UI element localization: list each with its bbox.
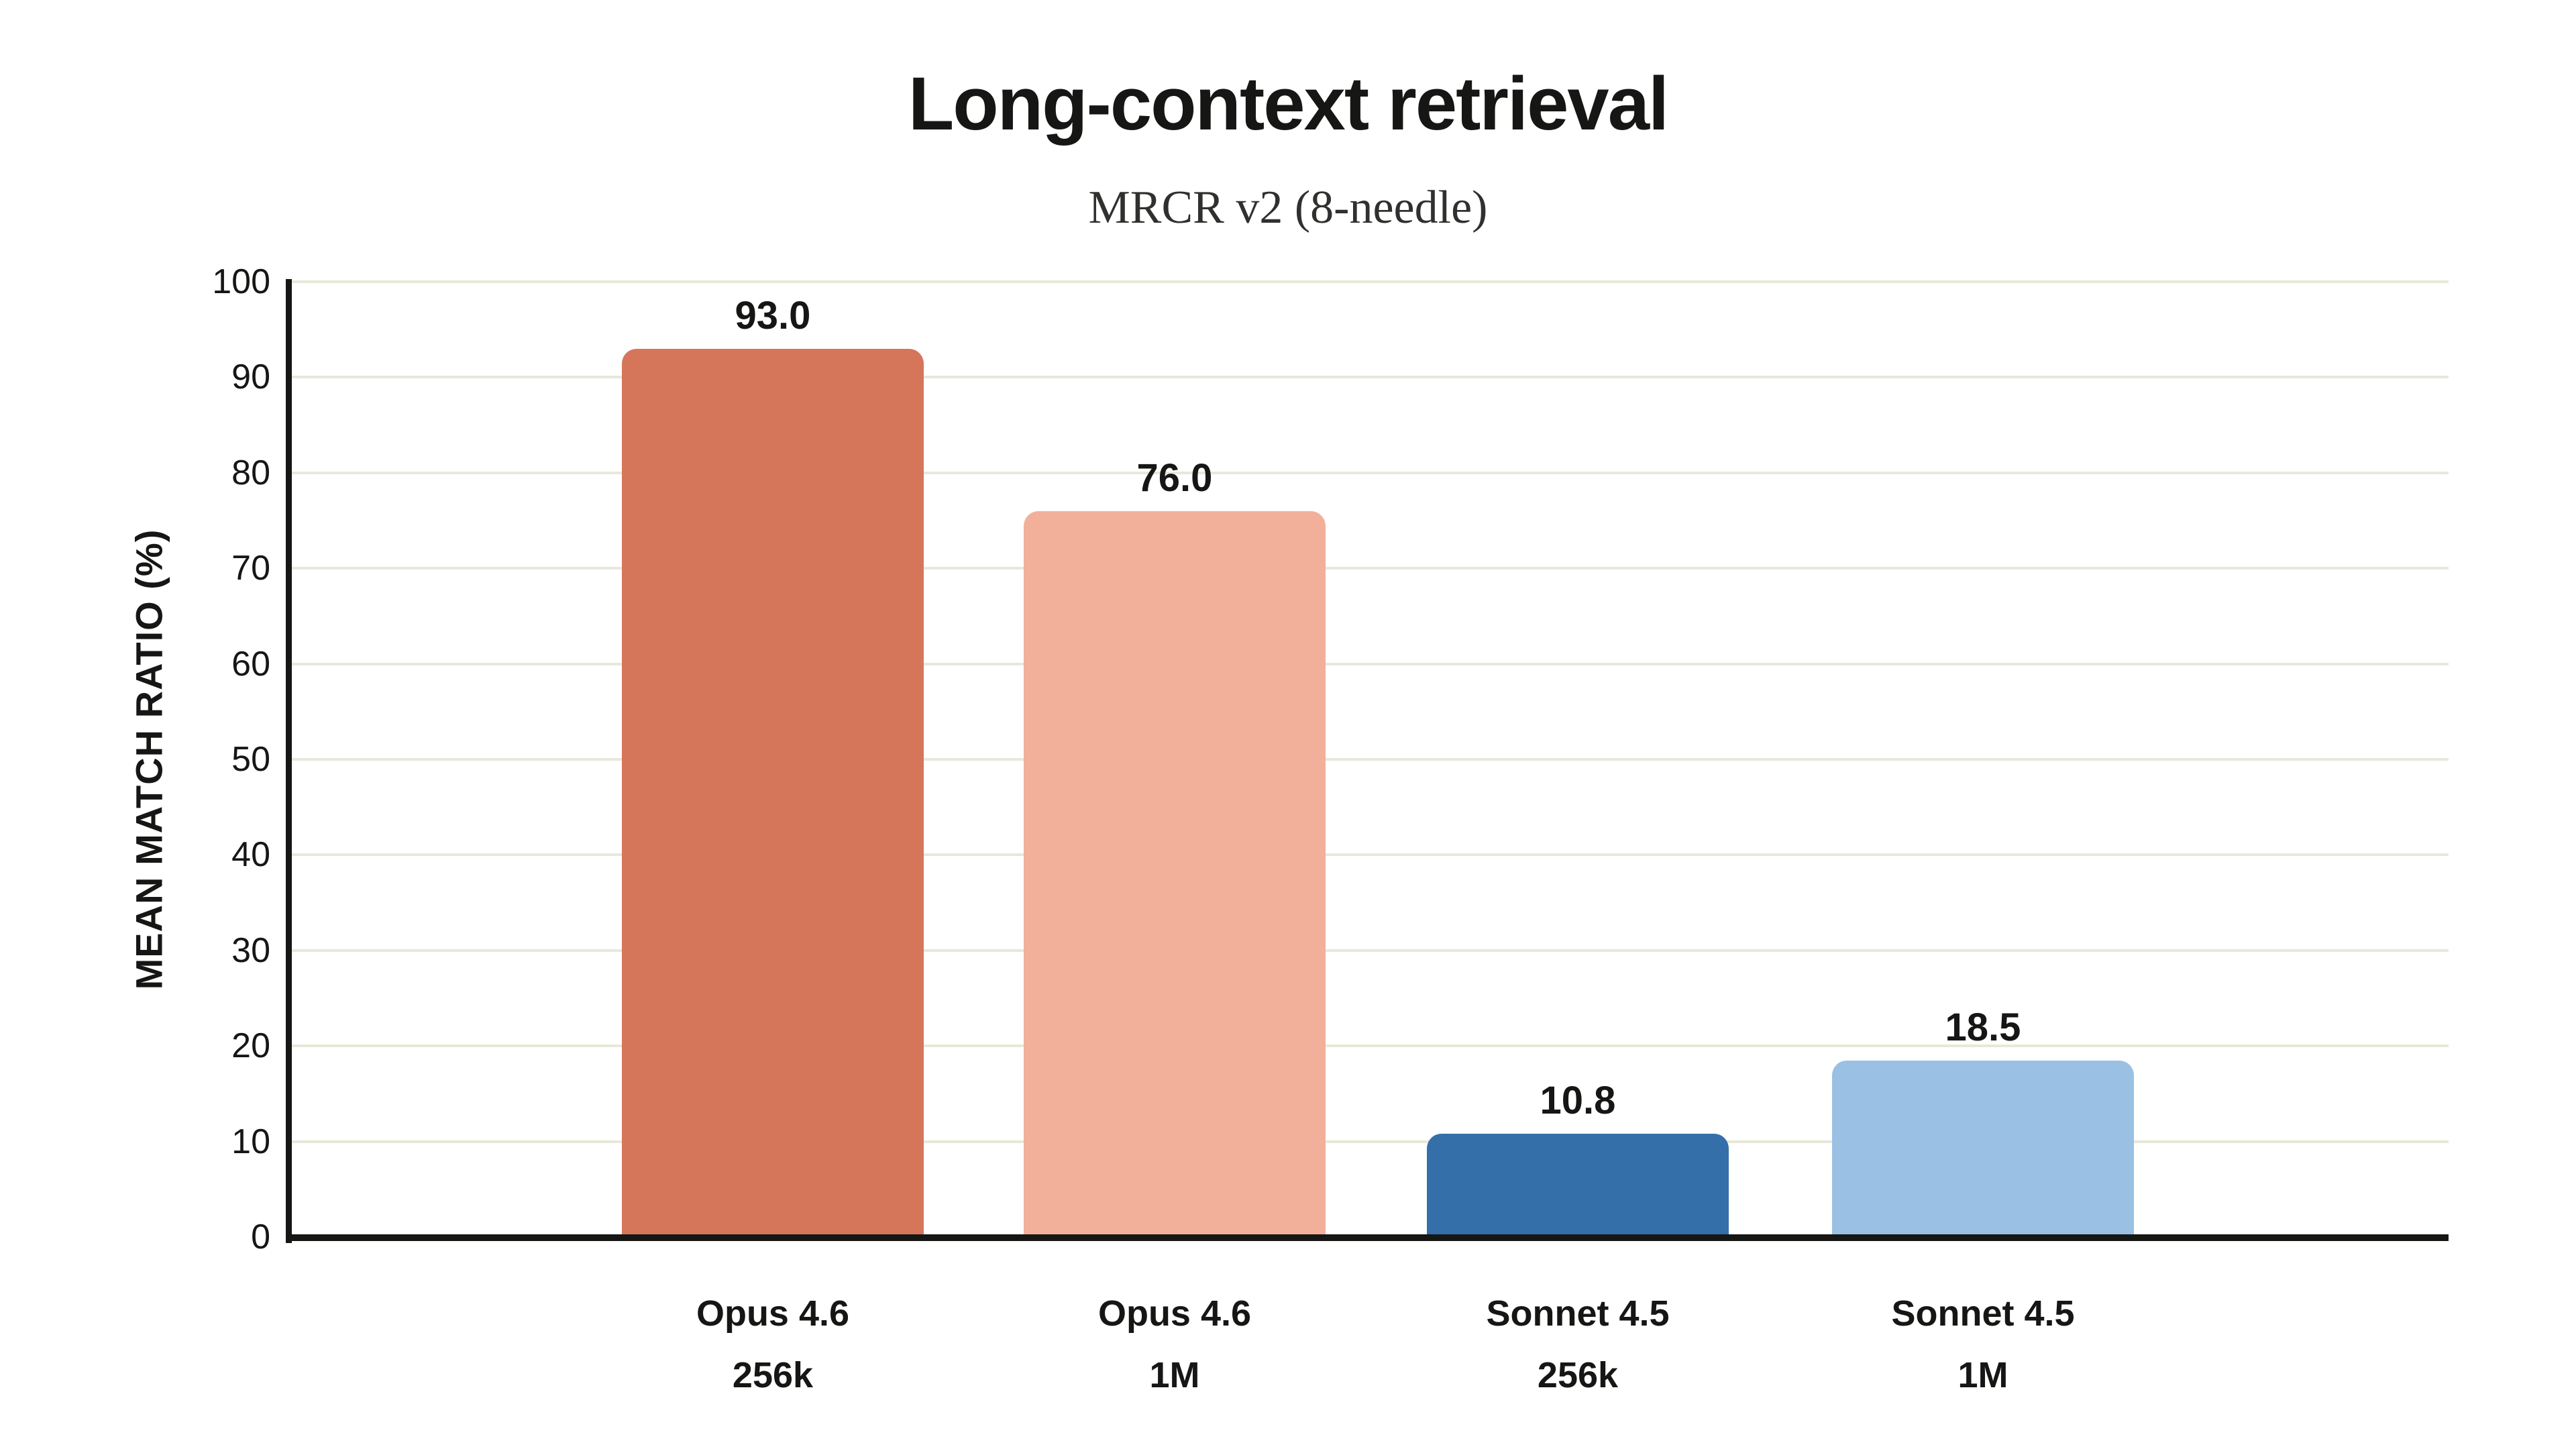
y-tick-label-100: 100 [212, 262, 270, 301]
y-axis-tick-labels: 0 10 20 30 40 50 60 70 80 90 100 [0, 0, 270, 1449]
category-label-opus-4-6-256k: Opus 4.6 256k [538, 1283, 1008, 1406]
chart-subtitle: MRCR v2 (8-needle) [1088, 182, 1488, 233]
category-context-label: 1M [1957, 1355, 2008, 1395]
gridline-50 [292, 758, 2449, 761]
category-model-label: Sonnet 4.5 [1486, 1293, 1670, 1334]
y-tick-label-80: 80 [231, 453, 270, 492]
bar-sonnet-4-5-1m [1832, 1060, 2134, 1237]
chart-title: Long-context retrieval [908, 62, 1669, 146]
gridline-80 [292, 471, 2449, 474]
bar-opus-4-6-256k [622, 348, 924, 1237]
category-label-opus-4-6-1m: Opus 4.6 1M [940, 1283, 1409, 1406]
bar-value-label-opus-4-6-256k: 93.0 [735, 293, 811, 337]
y-tick-label-60: 60 [231, 644, 270, 684]
plot-area: 93.0 76.0 10.8 18.5 [292, 280, 2449, 1237]
bar-opus-4-6-1m [1024, 511, 1326, 1237]
y-tick-label-40: 40 [231, 835, 270, 875]
gridline-30 [292, 949, 2449, 952]
y-tick-label-0: 0 [251, 1218, 270, 1256]
category-context-label: 1M [1149, 1355, 1200, 1395]
category-model-label: Sonnet 4.5 [1891, 1293, 2075, 1334]
y-axis-line [286, 279, 292, 1243]
x-axis-line [286, 1234, 2449, 1241]
category-model-label: Opus 4.6 [696, 1293, 850, 1334]
gridline-70 [292, 567, 2449, 570]
bar-sonnet-4-5-256k [1427, 1134, 1729, 1237]
gridline-90 [292, 376, 2449, 379]
gridline-40 [292, 853, 2449, 857]
y-tick-label-10: 10 [231, 1122, 270, 1161]
y-tick-label-30: 30 [231, 930, 270, 970]
bar-value-label-sonnet-4-5-256k: 10.8 [1540, 1079, 1616, 1123]
y-tick-label-20: 20 [231, 1026, 270, 1066]
category-context-label: 256k [1537, 1355, 1619, 1395]
bar-value-label-sonnet-4-5-1m: 18.5 [1945, 1005, 2021, 1049]
category-context-label: 256k [732, 1355, 814, 1395]
y-tick-label-90: 90 [231, 358, 270, 397]
gridline-60 [292, 662, 2449, 665]
bar-value-label-opus-4-6-1m: 76.0 [1136, 455, 1213, 500]
y-tick-label-50: 50 [231, 740, 270, 779]
category-label-sonnet-4-5-256k: Sonnet 4.5 256k [1343, 1283, 1813, 1406]
category-label-sonnet-4-5-1m: Sonnet 4.5 1M [1748, 1283, 2218, 1406]
category-model-label: Opus 4.6 [1097, 1293, 1252, 1334]
y-tick-label-70: 70 [231, 549, 270, 588]
gridline-10 [292, 1140, 2449, 1143]
gridline-100 [292, 280, 2449, 283]
gridline-20 [292, 1044, 2449, 1048]
